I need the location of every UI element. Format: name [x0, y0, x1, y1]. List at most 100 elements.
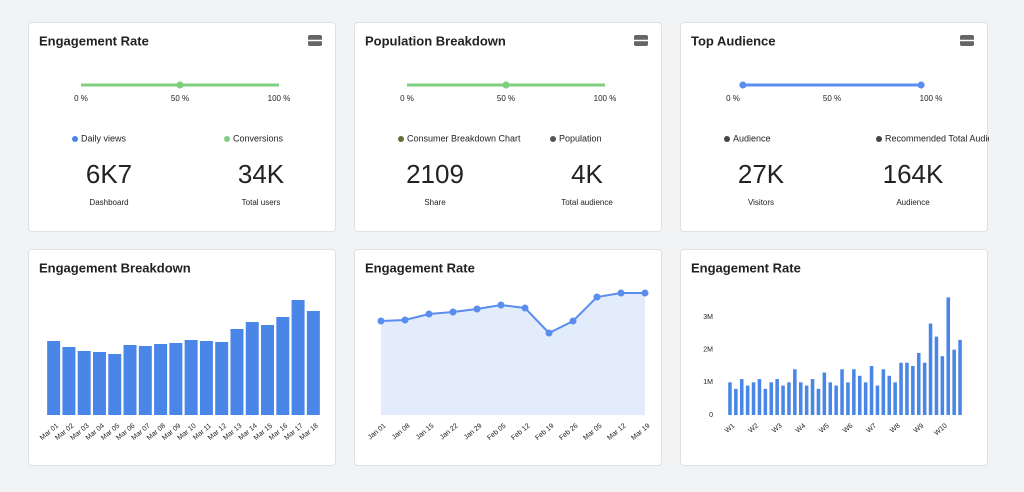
metric-value: 27K — [738, 159, 785, 189]
bar — [154, 344, 168, 415]
bar — [230, 329, 244, 415]
slider-handle — [917, 81, 925, 89]
x-tick-label: Feb 12 — [510, 423, 531, 442]
x-tick-label: W5 — [818, 423, 831, 435]
area — [381, 293, 645, 415]
slider-tick-label: 100 % — [920, 94, 943, 103]
bar — [199, 341, 213, 415]
point — [449, 308, 457, 316]
x-tick-label: Mar 05 — [582, 423, 603, 442]
x-tick-label: Mar 19 — [630, 423, 651, 442]
metric-value: 4K — [571, 159, 603, 189]
bar — [787, 382, 791, 415]
chart-title: Engagement Rate — [691, 260, 801, 275]
bar — [245, 322, 259, 415]
card-canvas: Engagement Rate 0 1M 2M 3M W1 W2 W3 W4 W5 W6 W7 W8 W9… — [691, 260, 962, 438]
metric-value: 2109 — [406, 159, 464, 189]
x-tick-label: Jan 22 — [439, 423, 460, 442]
bar — [893, 382, 897, 415]
bar — [834, 385, 838, 415]
x-tick-label: Jan 08 — [391, 423, 412, 442]
bar — [952, 349, 956, 415]
bar — [757, 379, 762, 415]
bar — [798, 382, 803, 415]
bar — [123, 345, 137, 415]
x-tick-label: W4 — [795, 423, 808, 435]
slider-handle — [502, 81, 510, 89]
bar — [822, 372, 827, 415]
bar — [77, 351, 91, 415]
point — [569, 317, 577, 325]
slider-handle — [176, 81, 184, 89]
bar — [804, 385, 809, 415]
card-canvas: Top Audience 0 % 50 % 100 % Audience 27K Visit… — [691, 33, 989, 207]
legend-dot — [724, 136, 730, 142]
x-tick-label: W8 — [889, 423, 902, 435]
point — [521, 304, 529, 312]
bar — [739, 379, 744, 415]
bar — [869, 366, 874, 415]
point — [425, 310, 433, 318]
slider-handle — [739, 81, 747, 89]
metric-value: 34K — [238, 159, 285, 189]
legend-dot — [72, 136, 78, 142]
bar — [852, 369, 856, 415]
chart-title: Engagement Breakdown — [39, 260, 191, 275]
bar — [958, 339, 962, 415]
bar — [840, 369, 844, 415]
y-tick-label: 0 — [709, 412, 713, 419]
bar — [934, 336, 939, 415]
x-tick-label: W10 — [933, 423, 949, 438]
x-tick-label: W1 — [724, 423, 737, 435]
x-tick-label: Feb 19 — [534, 423, 555, 442]
card: Engagement Rate 0 % 50 % 100 % Daily views 6K… — [28, 22, 336, 232]
slider-tick-label: 0 % — [74, 94, 88, 103]
card-canvas: Population Breakdown 0 % 50 % 100 % Consumer… — [365, 33, 648, 207]
x-tick-label: Jan 01 — [367, 423, 388, 442]
metric-caption: Audience — [896, 198, 930, 207]
bar — [828, 382, 833, 415]
metric-caption: Visitors — [748, 198, 774, 207]
bar — [875, 385, 880, 415]
bar — [810, 379, 815, 415]
card-title: Population Breakdown — [365, 33, 506, 48]
y-tick-label: 1M — [703, 379, 713, 386]
x-tick-label: W6 — [842, 423, 855, 435]
x-tick-label: Feb 05 — [486, 423, 507, 442]
chart-title: Engagement Rate — [365, 260, 475, 275]
bar — [846, 382, 850, 415]
legend-dot — [550, 136, 556, 142]
slider-tick-label: 50 % — [823, 94, 841, 103]
card: Engagement Breakdown Mar 01 Mar 02 Mar 03 Ma… — [28, 249, 336, 466]
y-tick-label: 3M — [703, 314, 713, 321]
bar — [138, 346, 152, 415]
card: Population Breakdown 0 % 50 % 100 % Consumer… — [354, 22, 662, 232]
slider-tick-label: 50 % — [497, 94, 515, 103]
bar — [306, 311, 320, 415]
slider-tick-label: 100 % — [268, 94, 291, 103]
legend-dot — [398, 136, 404, 142]
point — [641, 289, 649, 297]
point — [497, 301, 505, 309]
legend-dot — [224, 136, 230, 142]
x-tick-label: W2 — [747, 423, 760, 435]
bar — [899, 362, 903, 415]
bar — [734, 388, 738, 415]
point — [617, 289, 625, 297]
x-tick-label: W9 — [913, 423, 926, 435]
x-tick-label: W7 — [865, 423, 878, 435]
legend-label: Audience — [733, 133, 771, 143]
legend-dot — [876, 136, 882, 142]
bar — [946, 297, 951, 415]
bar — [881, 369, 886, 415]
metric-caption: Dashboard — [89, 198, 128, 207]
x-tick-label: Feb 26 — [558, 423, 579, 442]
bar — [169, 343, 183, 415]
slider-tick-label: 0 % — [400, 94, 414, 103]
legend-label: Recommended Total Audience — [885, 133, 989, 143]
legend-label: Population — [559, 133, 602, 143]
bar — [728, 382, 732, 415]
y-tick-label: 2M — [703, 347, 713, 354]
card-title: Engagement Rate — [39, 33, 149, 48]
x-tick-label: Mar 12 — [606, 423, 627, 442]
